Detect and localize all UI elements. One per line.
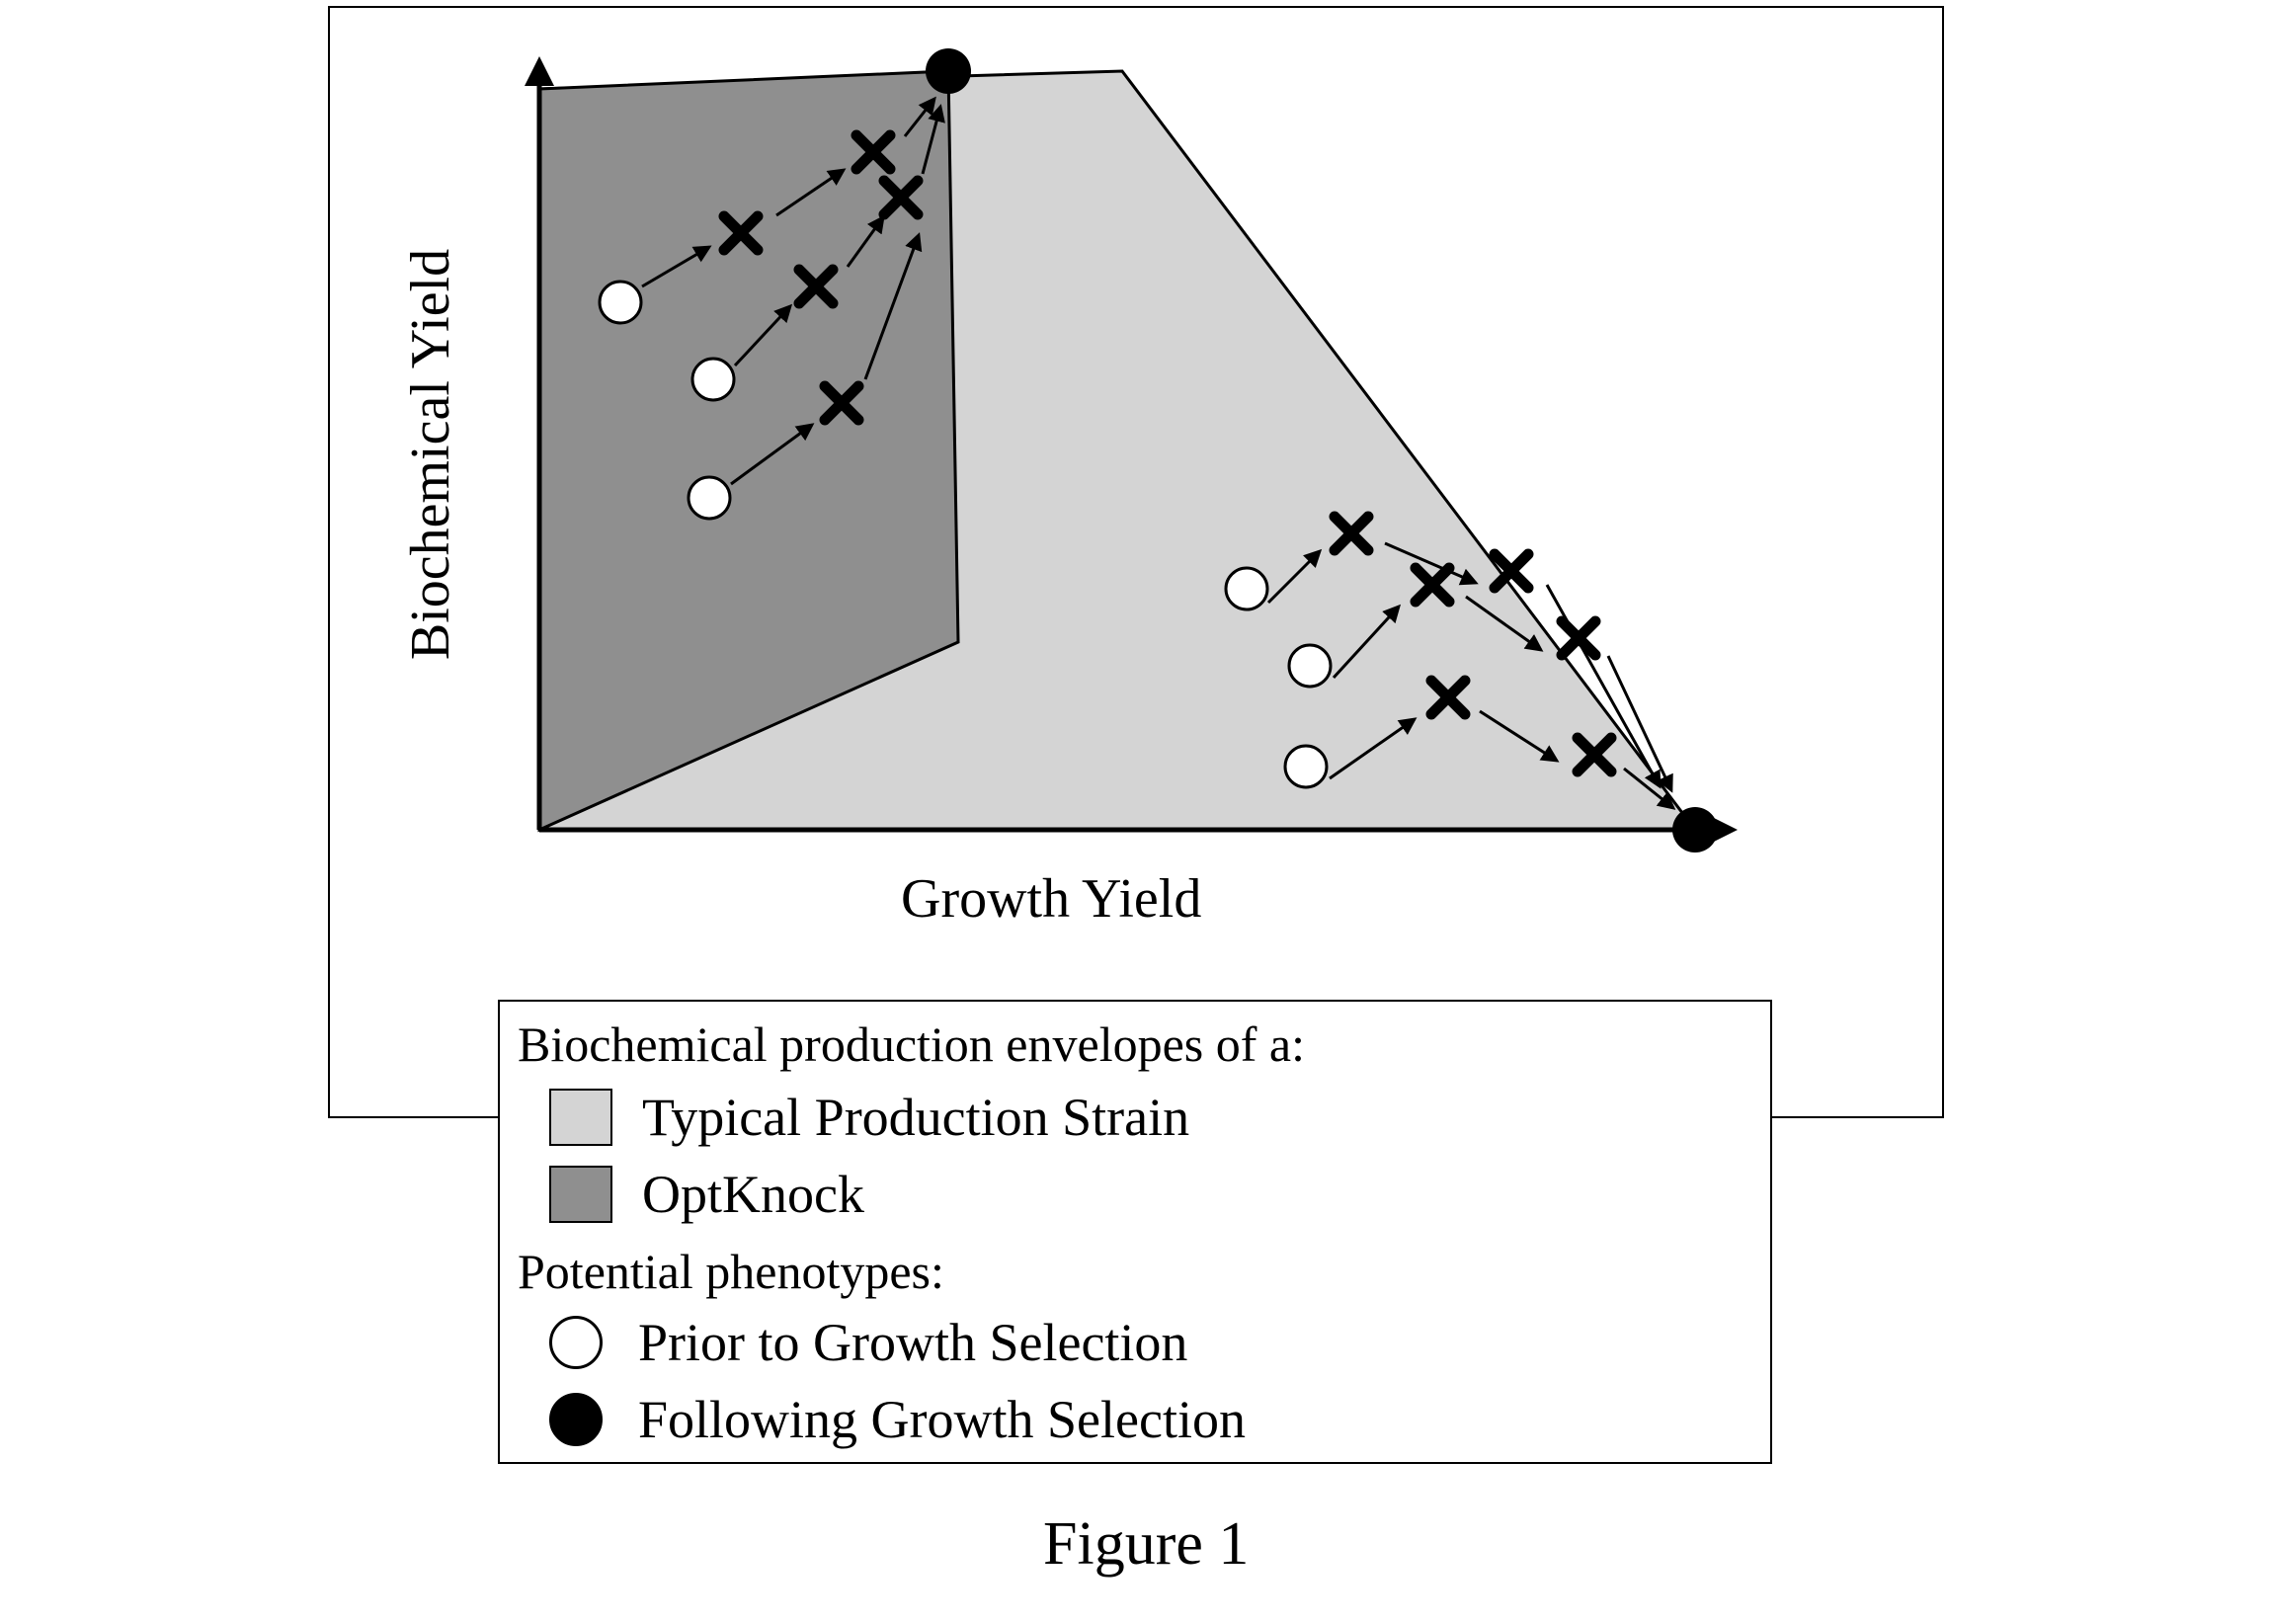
legend-label-optknock: OptKnock	[642, 1164, 864, 1225]
x-axis-label: Growth Yield	[901, 867, 1201, 931]
figure-caption-text: Figure 1	[1043, 1510, 1249, 1578]
legend-header-1: Biochemical production envelopes of a:	[518, 1015, 1305, 1073]
legend-header-1-text: Biochemical production envelopes of a:	[518, 1016, 1305, 1072]
legend-swatch-optknock	[549, 1166, 612, 1223]
legend-item-prior: Prior to Growth Selection	[549, 1312, 1187, 1373]
y-axis-label-text: Biochemical Yield	[400, 249, 461, 660]
legend-swatch-typical	[549, 1089, 612, 1146]
legend-header-2-text: Potential phenotypes:	[518, 1244, 944, 1299]
legend-label-prior: Prior to Growth Selection	[638, 1312, 1187, 1373]
y-axis-label: Biochemical Yield	[399, 249, 462, 660]
legend-label-typical: Typical Production Strain	[642, 1087, 1189, 1148]
legend-item-following: Following Growth Selection	[549, 1389, 1246, 1450]
chart-svg	[0, 0, 2270, 988]
x-axis-label-text: Growth Yield	[901, 868, 1201, 930]
legend-circle-filled	[549, 1393, 603, 1446]
legend-item-optknock: OptKnock	[549, 1164, 864, 1225]
figure-caption: Figure 1	[1043, 1509, 1249, 1580]
legend-label-following: Following Growth Selection	[638, 1389, 1246, 1450]
legend-item-typical: Typical Production Strain	[549, 1087, 1189, 1148]
legend-header-2: Potential phenotypes:	[518, 1243, 944, 1300]
legend-circle-open	[549, 1316, 603, 1369]
